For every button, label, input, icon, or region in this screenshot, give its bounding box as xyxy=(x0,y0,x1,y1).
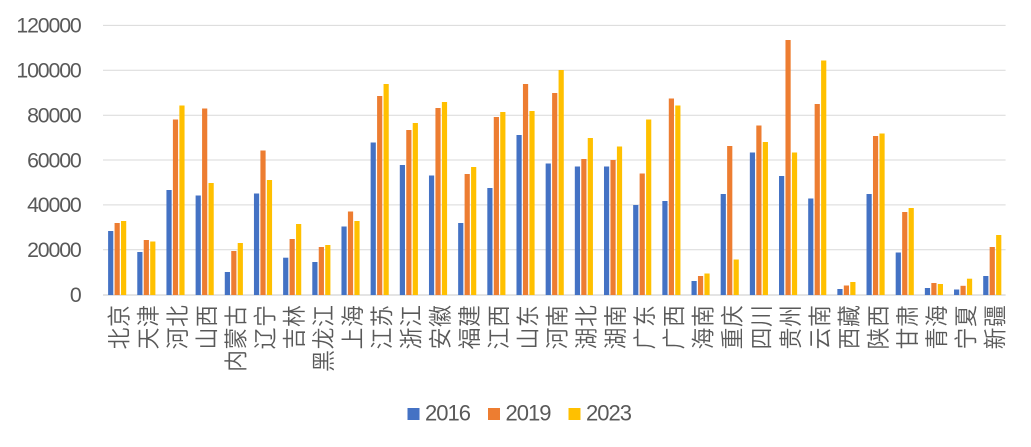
svg-text:0: 0 xyxy=(70,283,82,307)
svg-text:120000: 120000 xyxy=(16,14,81,38)
svg-text:100000: 100000 xyxy=(16,59,81,83)
svg-text:60000: 60000 xyxy=(27,148,82,172)
svg-text:80000: 80000 xyxy=(27,104,82,128)
svg-text:2019: 2019 xyxy=(506,400,552,425)
svg-text:2023: 2023 xyxy=(586,400,632,425)
svg-text:40000: 40000 xyxy=(27,193,82,217)
svg-text:2016: 2016 xyxy=(425,400,471,425)
svg-text:20000: 20000 xyxy=(27,238,82,262)
